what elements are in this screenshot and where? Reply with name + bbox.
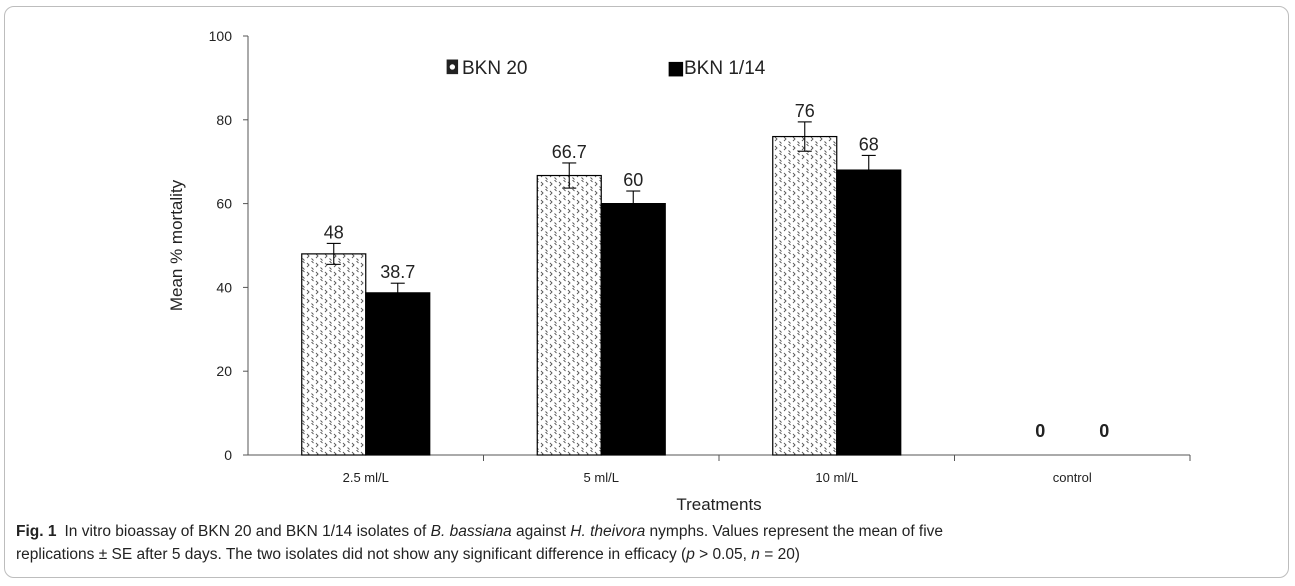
bar-bkn-1-14 bbox=[600, 203, 666, 456]
y-tick-label: 20 bbox=[216, 363, 232, 379]
data-label: 0 bbox=[1099, 421, 1109, 441]
data-label: 68 bbox=[859, 134, 879, 154]
legend: ◘ BKN 20 ■ BKN 1/14 bbox=[445, 57, 766, 79]
figure-frame bbox=[4, 6, 1289, 578]
y-tick-label: 80 bbox=[216, 112, 232, 128]
caption-n: n bbox=[751, 546, 760, 563]
x-tick-label: 2.5 ml/L bbox=[343, 470, 389, 485]
bar-bkn-20 bbox=[301, 253, 367, 456]
data-label: 76 bbox=[795, 101, 815, 121]
y-tick-label: 100 bbox=[209, 28, 233, 44]
figure-caption: Fig. 1 In vitro bioassay of BKN 20 and BK… bbox=[16, 520, 1016, 566]
caption-label: Fig. 1 bbox=[16, 523, 57, 540]
legend-label-bkn-1-14: BKN 1/14 bbox=[684, 58, 766, 79]
bar-bkn-1-14 bbox=[365, 292, 431, 456]
bar-bkn-1-14 bbox=[836, 169, 902, 456]
caption-text-4: > 0.05, bbox=[694, 546, 752, 563]
bar-bkn-20 bbox=[536, 174, 602, 456]
x-tick-label: control bbox=[1053, 470, 1092, 485]
caption-text-1: In vitro bioassay of BKN 20 and BKN 1/14… bbox=[64, 523, 427, 540]
data-label: 48 bbox=[324, 222, 344, 242]
x-axis-label: Treatments bbox=[676, 495, 761, 514]
legend-marker-open: ◘ bbox=[445, 57, 460, 79]
data-label: 60 bbox=[623, 170, 643, 190]
caption-p: p bbox=[686, 546, 695, 563]
bar-bkn-20 bbox=[772, 135, 838, 456]
caption-text-3: nymphs. Values represent the mean of fiv… bbox=[16, 523, 944, 563]
legend-label-bkn-20: BKN 20 bbox=[462, 58, 527, 79]
data-label: 0 bbox=[1035, 421, 1045, 441]
caption-species-2: H. theivora bbox=[570, 523, 646, 540]
x-tick-label: 10 ml/L bbox=[815, 470, 858, 485]
data-label: 66.7 bbox=[552, 142, 587, 162]
y-tick-label: 60 bbox=[216, 196, 232, 212]
bar-chart: 0 20 40 60 80 100 Mean % mortality Treatments 2.… bbox=[167, 28, 1191, 514]
caption-text-2: against bbox=[515, 523, 566, 540]
y-axis-label: Mean % mortality bbox=[167, 179, 186, 311]
legend-marker-filled: ■ bbox=[667, 57, 685, 79]
axes: 0 20 40 60 80 100 Mean % mortality Treatments 2.… bbox=[167, 28, 1191, 514]
bars: 48 38.7 66.7 60 76 68 0 0 bbox=[301, 101, 1109, 456]
caption-text-5: = 20) bbox=[759, 546, 800, 563]
data-label: 38.7 bbox=[380, 262, 415, 282]
y-tick-label: 0 bbox=[224, 447, 232, 463]
x-tick-label: 5 ml/L bbox=[584, 470, 619, 485]
y-tick-label: 40 bbox=[216, 279, 232, 295]
caption-species-1: B. bassiana bbox=[430, 523, 512, 540]
